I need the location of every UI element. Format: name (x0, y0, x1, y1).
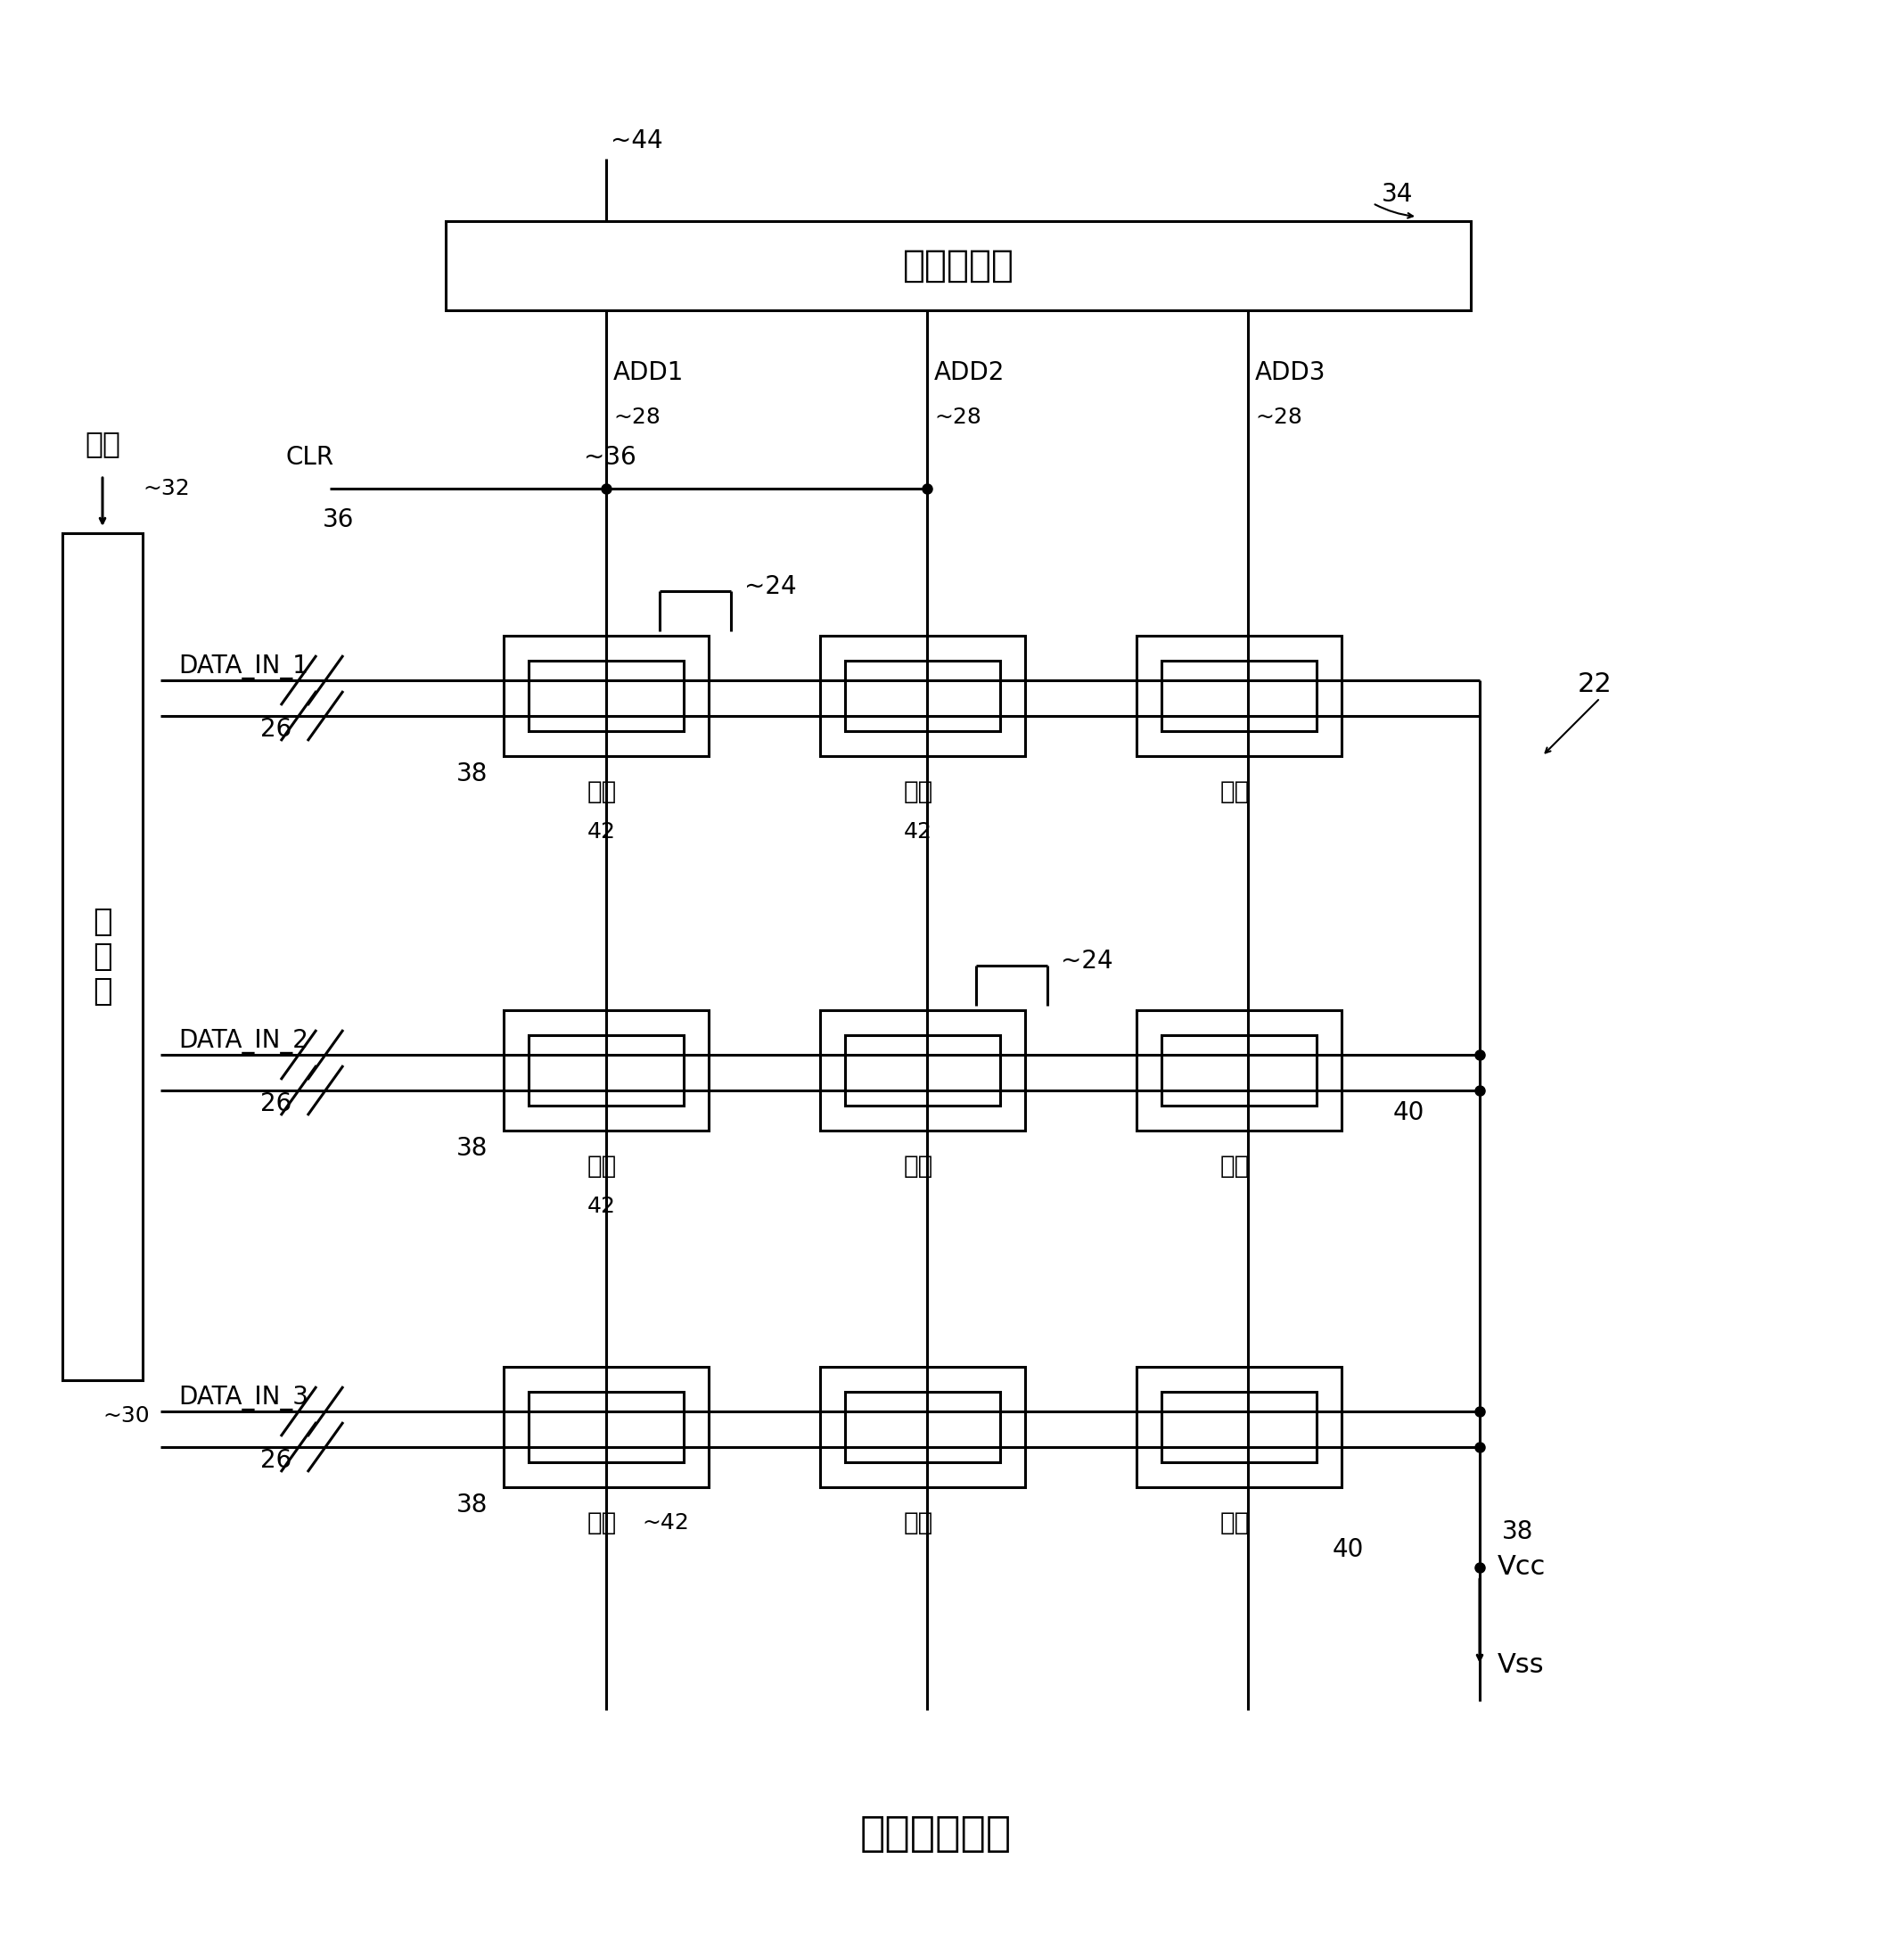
Bar (529, 1036, 684, 1106)
Text: 26: 26 (261, 1092, 291, 1115)
Text: CLR: CLR (286, 445, 333, 470)
Text: Vcc: Vcc (1498, 1554, 1546, 1581)
Bar (845, 661, 1000, 731)
Bar (505, 1011, 708, 1131)
Text: ADD3: ADD3 (1255, 360, 1325, 385)
Bar (1161, 1036, 1316, 1106)
Bar (821, 1011, 1024, 1131)
Text: 42: 42 (904, 822, 933, 843)
Text: ~32: ~32 (143, 477, 190, 499)
Bar (1161, 1392, 1316, 1461)
Text: 38: 38 (457, 1492, 487, 1517)
Text: DATA_IN_3: DATA_IN_3 (179, 1386, 308, 1411)
Bar (529, 1392, 684, 1461)
Text: 36: 36 (324, 506, 354, 532)
Text: 输出: 输出 (902, 779, 933, 804)
Text: 38: 38 (457, 1137, 487, 1162)
Text: 38: 38 (1502, 1519, 1533, 1544)
Bar (529, 661, 684, 731)
Bar (1137, 1011, 1342, 1131)
Text: 输出: 输出 (586, 779, 617, 804)
Text: ~28: ~28 (935, 406, 981, 427)
Text: （现有技术）: （现有技术） (861, 1815, 1011, 1856)
Bar (1137, 1367, 1342, 1486)
Text: 输出: 输出 (1220, 1154, 1249, 1179)
Text: 38: 38 (457, 762, 487, 787)
Text: ~30: ~30 (103, 1405, 149, 1427)
Bar (1137, 636, 1342, 756)
Text: 40: 40 (1333, 1537, 1363, 1562)
Text: DATA_IN_2: DATA_IN_2 (179, 1028, 308, 1053)
Bar (845, 1036, 1000, 1106)
Bar (845, 1392, 1000, 1461)
Text: 数据: 数据 (84, 429, 120, 458)
Text: 26: 26 (261, 717, 291, 742)
Text: DATA_IN_1: DATA_IN_1 (179, 655, 308, 678)
Bar (505, 1367, 708, 1486)
Bar (821, 636, 1024, 756)
Text: 42: 42 (588, 822, 617, 843)
Bar (505, 636, 708, 756)
Text: ~24: ~24 (1061, 949, 1114, 974)
Text: ADD1: ADD1 (613, 360, 684, 385)
Text: 输出: 输出 (1220, 1510, 1249, 1535)
Text: 22: 22 (1578, 673, 1613, 698)
Text: ~28: ~28 (1255, 406, 1302, 427)
Text: 地址解码器: 地址解码器 (902, 247, 1015, 284)
Bar (1161, 661, 1316, 731)
Text: ~24: ~24 (744, 574, 796, 599)
Text: 输出: 输出 (902, 1510, 933, 1535)
Bar (63, 534, 143, 1380)
Text: 输出: 输出 (586, 1510, 617, 1535)
Text: ADD2: ADD2 (935, 360, 1005, 385)
Text: ~44: ~44 (611, 128, 663, 153)
Bar (821, 1367, 1024, 1486)
Text: 42: 42 (588, 1197, 617, 1218)
Text: ~28: ~28 (613, 406, 661, 427)
Text: 输出: 输出 (586, 1154, 617, 1179)
Text: 寄
存
器: 寄 存 器 (93, 907, 112, 1007)
Text: 40: 40 (1392, 1100, 1424, 1125)
Text: ~36: ~36 (585, 445, 636, 470)
Text: Vss: Vss (1498, 1653, 1544, 1678)
Text: 34: 34 (1382, 182, 1413, 207)
Text: 26: 26 (261, 1448, 291, 1473)
Text: 输出: 输出 (1220, 779, 1249, 804)
Bar (446, 220, 1470, 311)
Text: 输出: 输出 (902, 1154, 933, 1179)
Text: ~42: ~42 (642, 1512, 689, 1533)
